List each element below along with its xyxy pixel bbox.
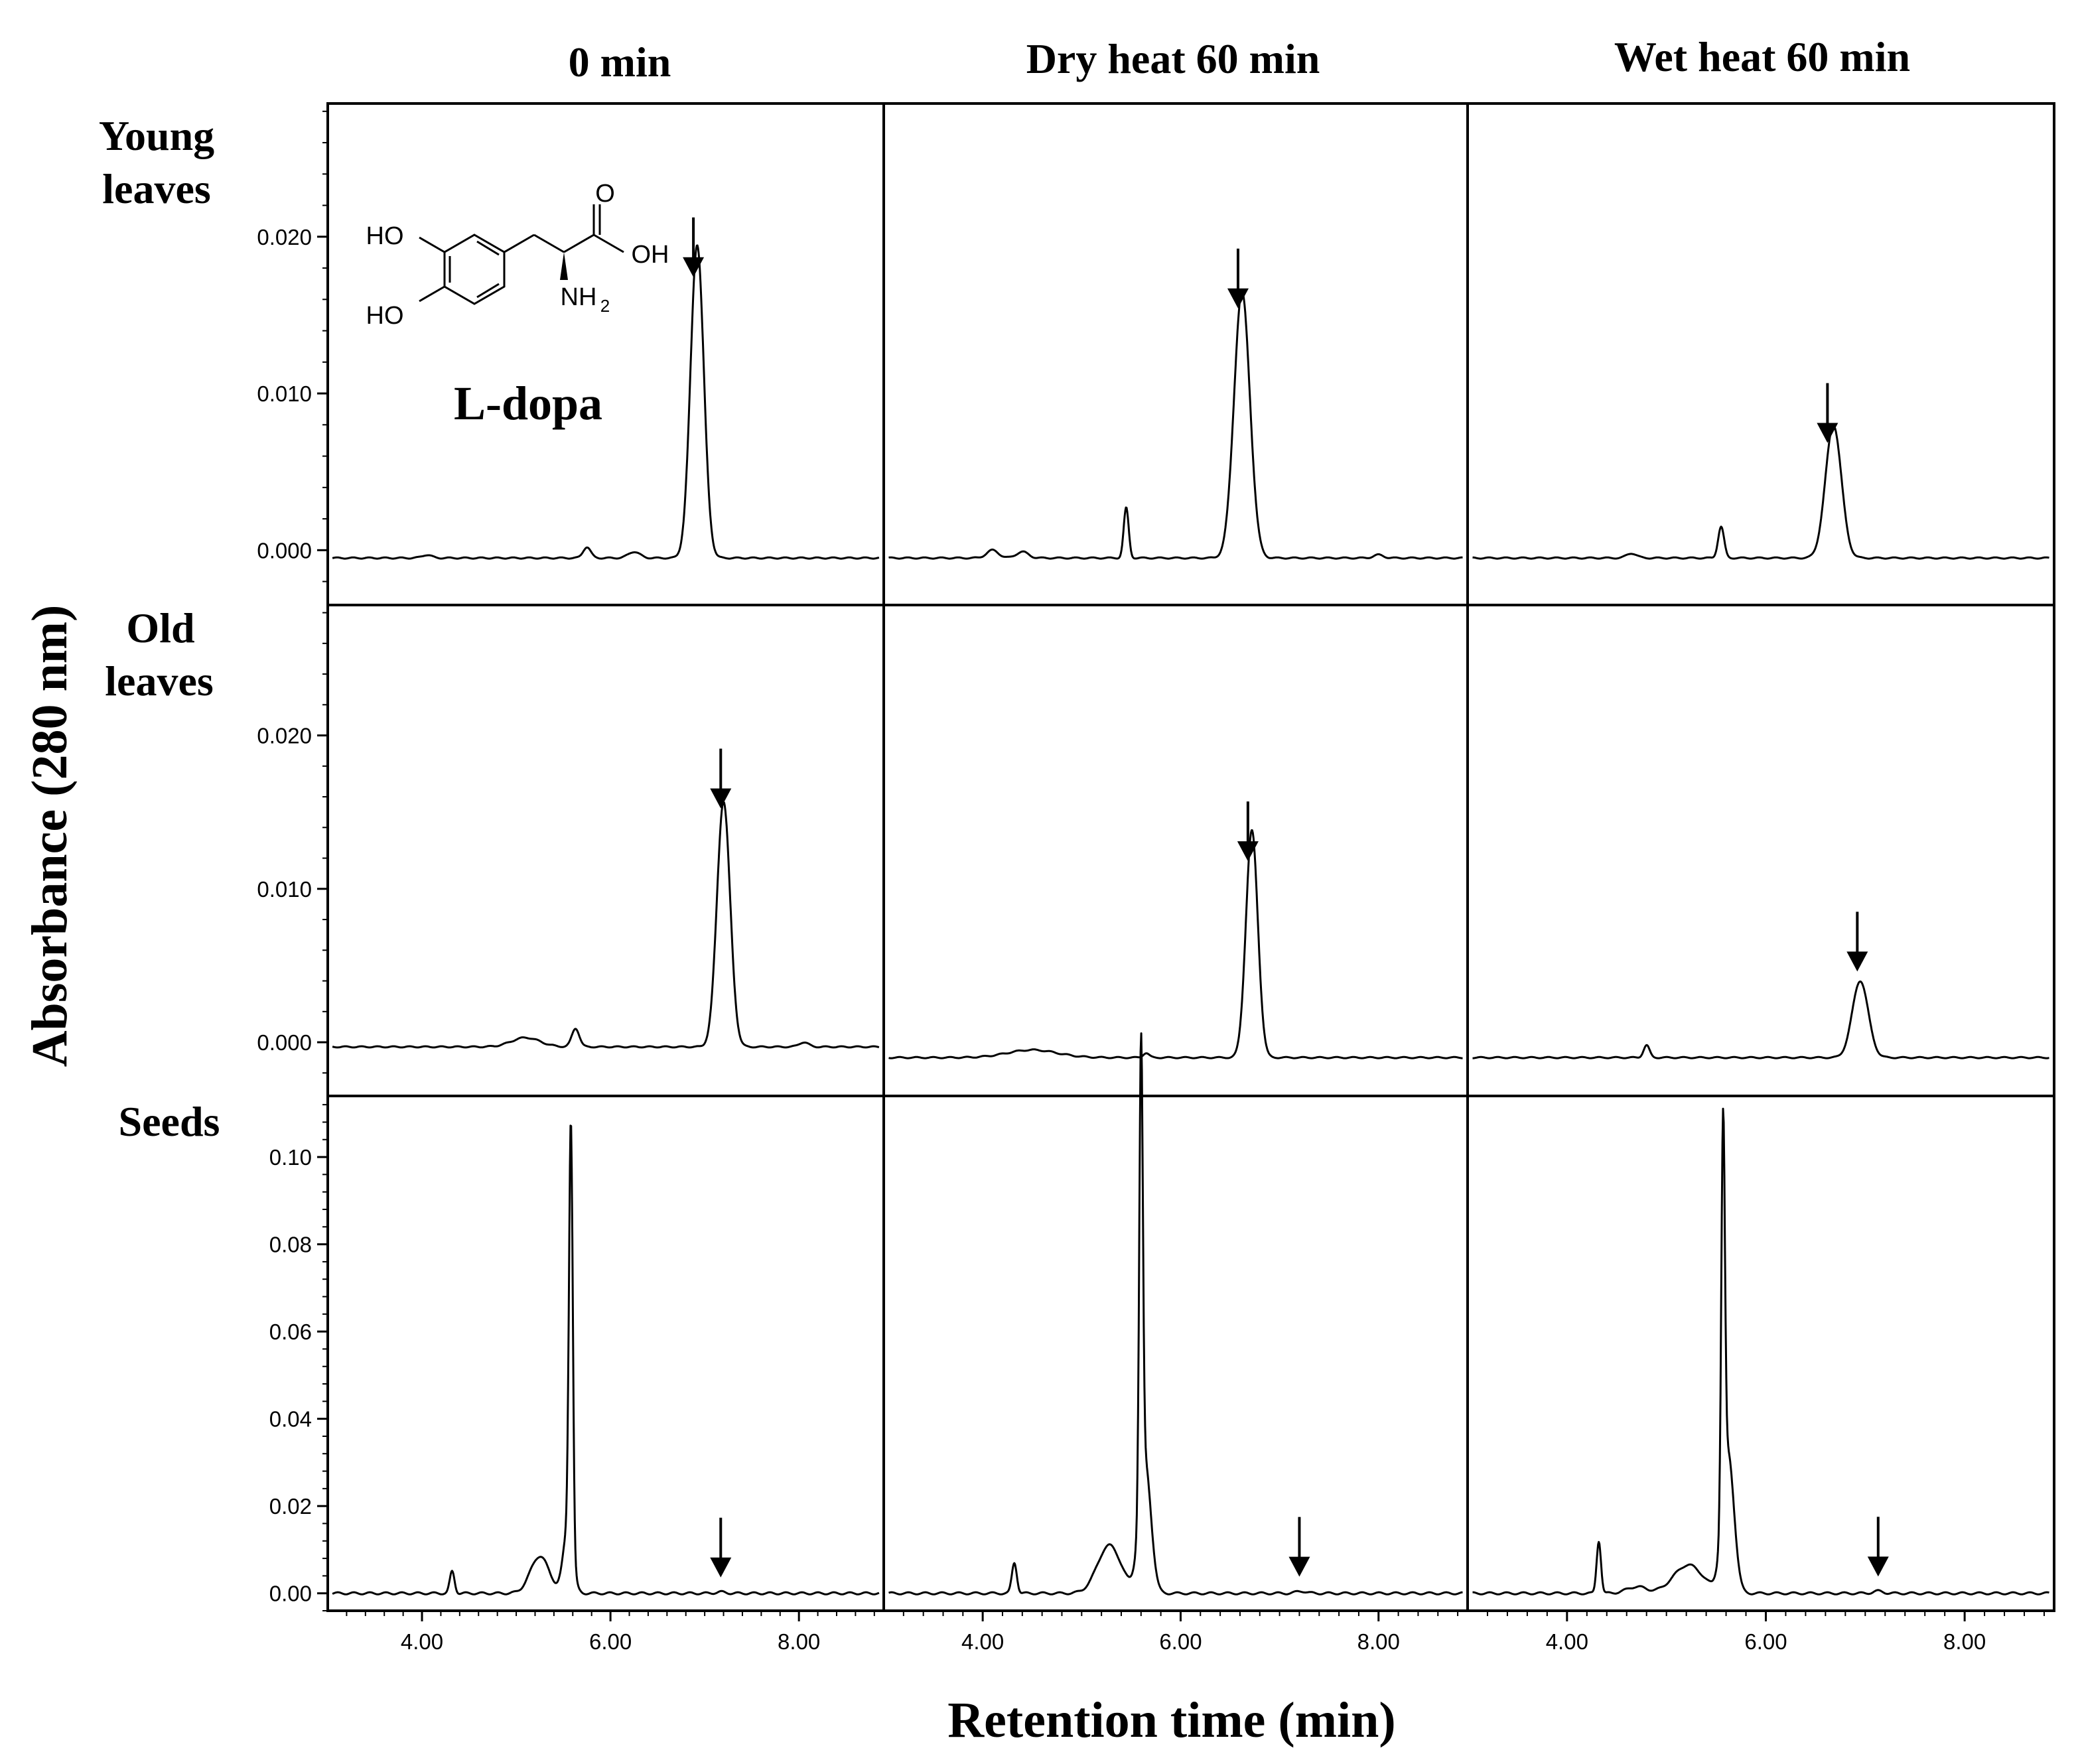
peak-arrow-r2-c2 [1867, 1517, 1889, 1577]
y-tick-label-r2-2: 0.04 [269, 1407, 312, 1432]
y-tick-label-r1-1: 0.010 [257, 877, 312, 902]
trace-r0-c2 [1472, 424, 2049, 560]
y-tick-label-r0-0: 0.000 [257, 538, 312, 563]
x-tick-label-c1-2: 8.00 [1357, 1629, 1400, 1654]
arrows-layer [683, 217, 1889, 1578]
y-tick-label-r0-2: 0.020 [257, 225, 312, 249]
trace-r2-c0 [332, 1124, 880, 1595]
row-title-seeds: Seeds [119, 1098, 220, 1145]
y-tick-label-r0-1: 0.010 [257, 381, 312, 406]
plot-frame [326, 102, 2055, 1612]
peak-arrow-r1-c0 [710, 748, 732, 809]
y-tick-label-r2-0: 0.00 [269, 1582, 312, 1606]
x-tick-label-c1-0: 4.00 [961, 1629, 1004, 1654]
l-dopa-structure: HO HO O OH NH 2 L-dopa [366, 180, 669, 430]
peak-arrow-r0-c0 [683, 217, 705, 277]
row-title-young-line2: leaves [102, 165, 211, 212]
peak-arrow-r0-c1 [1227, 248, 1249, 308]
column-title-2: Wet heat 60 min [1614, 33, 1910, 80]
x-tick-label-c0-2: 8.00 [778, 1629, 820, 1654]
x-tick-label-c2-1: 6.00 [1744, 1629, 1787, 1654]
ticks-layer: 0.000 0.010 0.020 0.000 0.010 0.020 0.00 0.02 0.… [257, 110, 2045, 1654]
structure-label-oh: OH [632, 241, 669, 269]
peak-arrow-r2-c1 [1288, 1517, 1310, 1577]
trace-r1-c2 [1472, 981, 2049, 1059]
trace-r1-c1 [888, 829, 1464, 1059]
structure-label-ho-top: HO [366, 222, 404, 250]
structure-label-ho-bottom: HO [366, 302, 404, 330]
trace-r0-c1 [888, 290, 1464, 560]
trace-r2-c1 [888, 1032, 1464, 1595]
peak-arrow-r1-c1 [1237, 801, 1259, 862]
row-title-old-line2: leaves [105, 657, 214, 705]
y-tick-label-r2-5: 0.10 [269, 1145, 312, 1170]
y-tick-label-r1-2: 0.020 [257, 724, 312, 748]
structure-label-nh: NH [561, 283, 597, 311]
y-tick-label-r2-1: 0.02 [269, 1494, 312, 1519]
trace-r1-c0 [332, 801, 880, 1049]
x-tick-label-c2-2: 8.00 [1943, 1629, 1986, 1654]
y-tick-label-r2-3: 0.06 [269, 1320, 312, 1344]
trace-r0-c0 [332, 244, 880, 560]
trace-r2-c2 [1472, 1107, 2049, 1595]
x-axis-title: Retention time (min) [947, 1692, 1395, 1748]
x-tick-label-c1-1: 6.00 [1159, 1629, 1202, 1654]
peak-arrow-r2-c0 [710, 1517, 732, 1578]
x-tick-label-c0-1: 6.00 [589, 1629, 632, 1654]
x-tick-label-c0-0: 4.00 [401, 1629, 443, 1654]
x-tick-label-c2-0: 4.00 [1546, 1629, 1588, 1654]
y-axis-title: Absorbance (280 nm) [22, 605, 78, 1067]
row-title-old-line1: Old [126, 604, 194, 651]
column-title-0: 0 min [569, 38, 671, 86]
traces-layer [332, 244, 2049, 1595]
y-tick-label-r2-4: 0.08 [269, 1233, 312, 1257]
column-title-1: Dry heat 60 min [1026, 35, 1320, 82]
compound-name: L-dopa [454, 377, 602, 430]
y-tick-label-r1-0: 0.000 [257, 1030, 312, 1055]
structure-label-o: O [595, 180, 615, 208]
peak-arrow-r1-c2 [1846, 912, 1868, 972]
row-title-young-line1: Young [99, 112, 214, 159]
structure-label-subscript-2: 2 [600, 296, 610, 316]
peak-arrow-r0-c2 [1817, 383, 1838, 443]
